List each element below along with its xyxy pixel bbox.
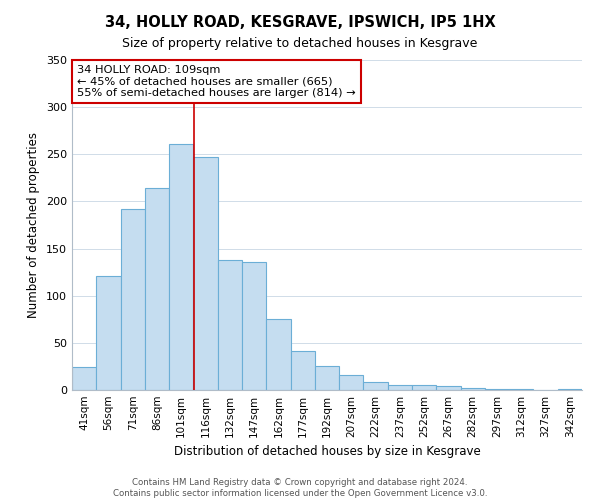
Text: Contains HM Land Registry data © Crown copyright and database right 2024.
Contai: Contains HM Land Registry data © Crown c… bbox=[113, 478, 487, 498]
Bar bbox=[388, 386, 412, 390]
Bar bbox=[412, 386, 436, 390]
Bar bbox=[242, 262, 266, 390]
Bar bbox=[218, 260, 242, 390]
Bar bbox=[72, 368, 96, 390]
Bar bbox=[558, 389, 582, 390]
Bar bbox=[364, 382, 388, 390]
Bar bbox=[461, 388, 485, 390]
Text: 34 HOLLY ROAD: 109sqm
← 45% of detached houses are smaller (665)
55% of semi-det: 34 HOLLY ROAD: 109sqm ← 45% of detached … bbox=[77, 65, 356, 98]
Bar bbox=[145, 188, 169, 390]
Bar bbox=[169, 144, 193, 390]
Bar bbox=[436, 386, 461, 390]
X-axis label: Distribution of detached houses by size in Kesgrave: Distribution of detached houses by size … bbox=[173, 446, 481, 458]
Bar bbox=[509, 389, 533, 390]
Text: Size of property relative to detached houses in Kesgrave: Size of property relative to detached ho… bbox=[122, 38, 478, 51]
Bar bbox=[193, 157, 218, 390]
Bar bbox=[266, 320, 290, 390]
Text: 34, HOLLY ROAD, KESGRAVE, IPSWICH, IP5 1HX: 34, HOLLY ROAD, KESGRAVE, IPSWICH, IP5 1… bbox=[104, 15, 496, 30]
Bar bbox=[339, 375, 364, 390]
Bar bbox=[96, 276, 121, 390]
Bar bbox=[121, 209, 145, 390]
Bar bbox=[315, 366, 339, 390]
Bar bbox=[290, 352, 315, 390]
Y-axis label: Number of detached properties: Number of detached properties bbox=[28, 132, 40, 318]
Bar bbox=[485, 389, 509, 390]
